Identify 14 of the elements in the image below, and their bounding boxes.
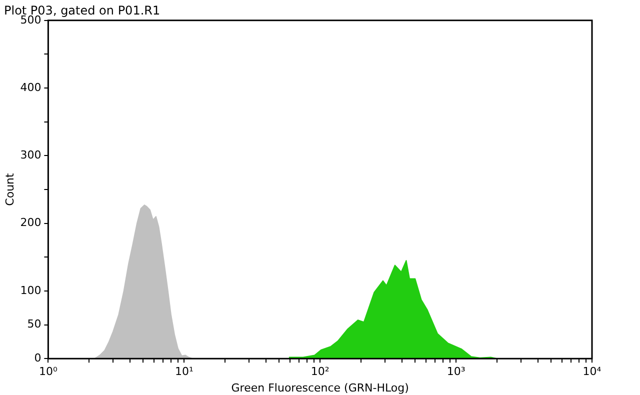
x-tick-label: 10² (310, 365, 330, 378)
y-tick-label: 300 (20, 148, 42, 162)
y-tick-label: 500 (20, 13, 42, 26)
y-tick-label: 50 (27, 318, 42, 331)
y-tick-label: 200 (20, 216, 42, 230)
x-tick-label: 10¹ (174, 365, 194, 378)
y-tick-label: 400 (20, 80, 42, 94)
y-axis-title: Count (3, 172, 16, 206)
y-tick-label: 0 (34, 351, 42, 364)
y-tick-label: 100 (20, 284, 42, 297)
x-tick-label: 10⁰ (38, 365, 58, 378)
x-tick-label: 10⁴ (582, 365, 602, 378)
x-tick-label: 10³ (446, 365, 466, 378)
x-axis-title: Green Fluorescence (GRN-HLog) (231, 381, 409, 394)
